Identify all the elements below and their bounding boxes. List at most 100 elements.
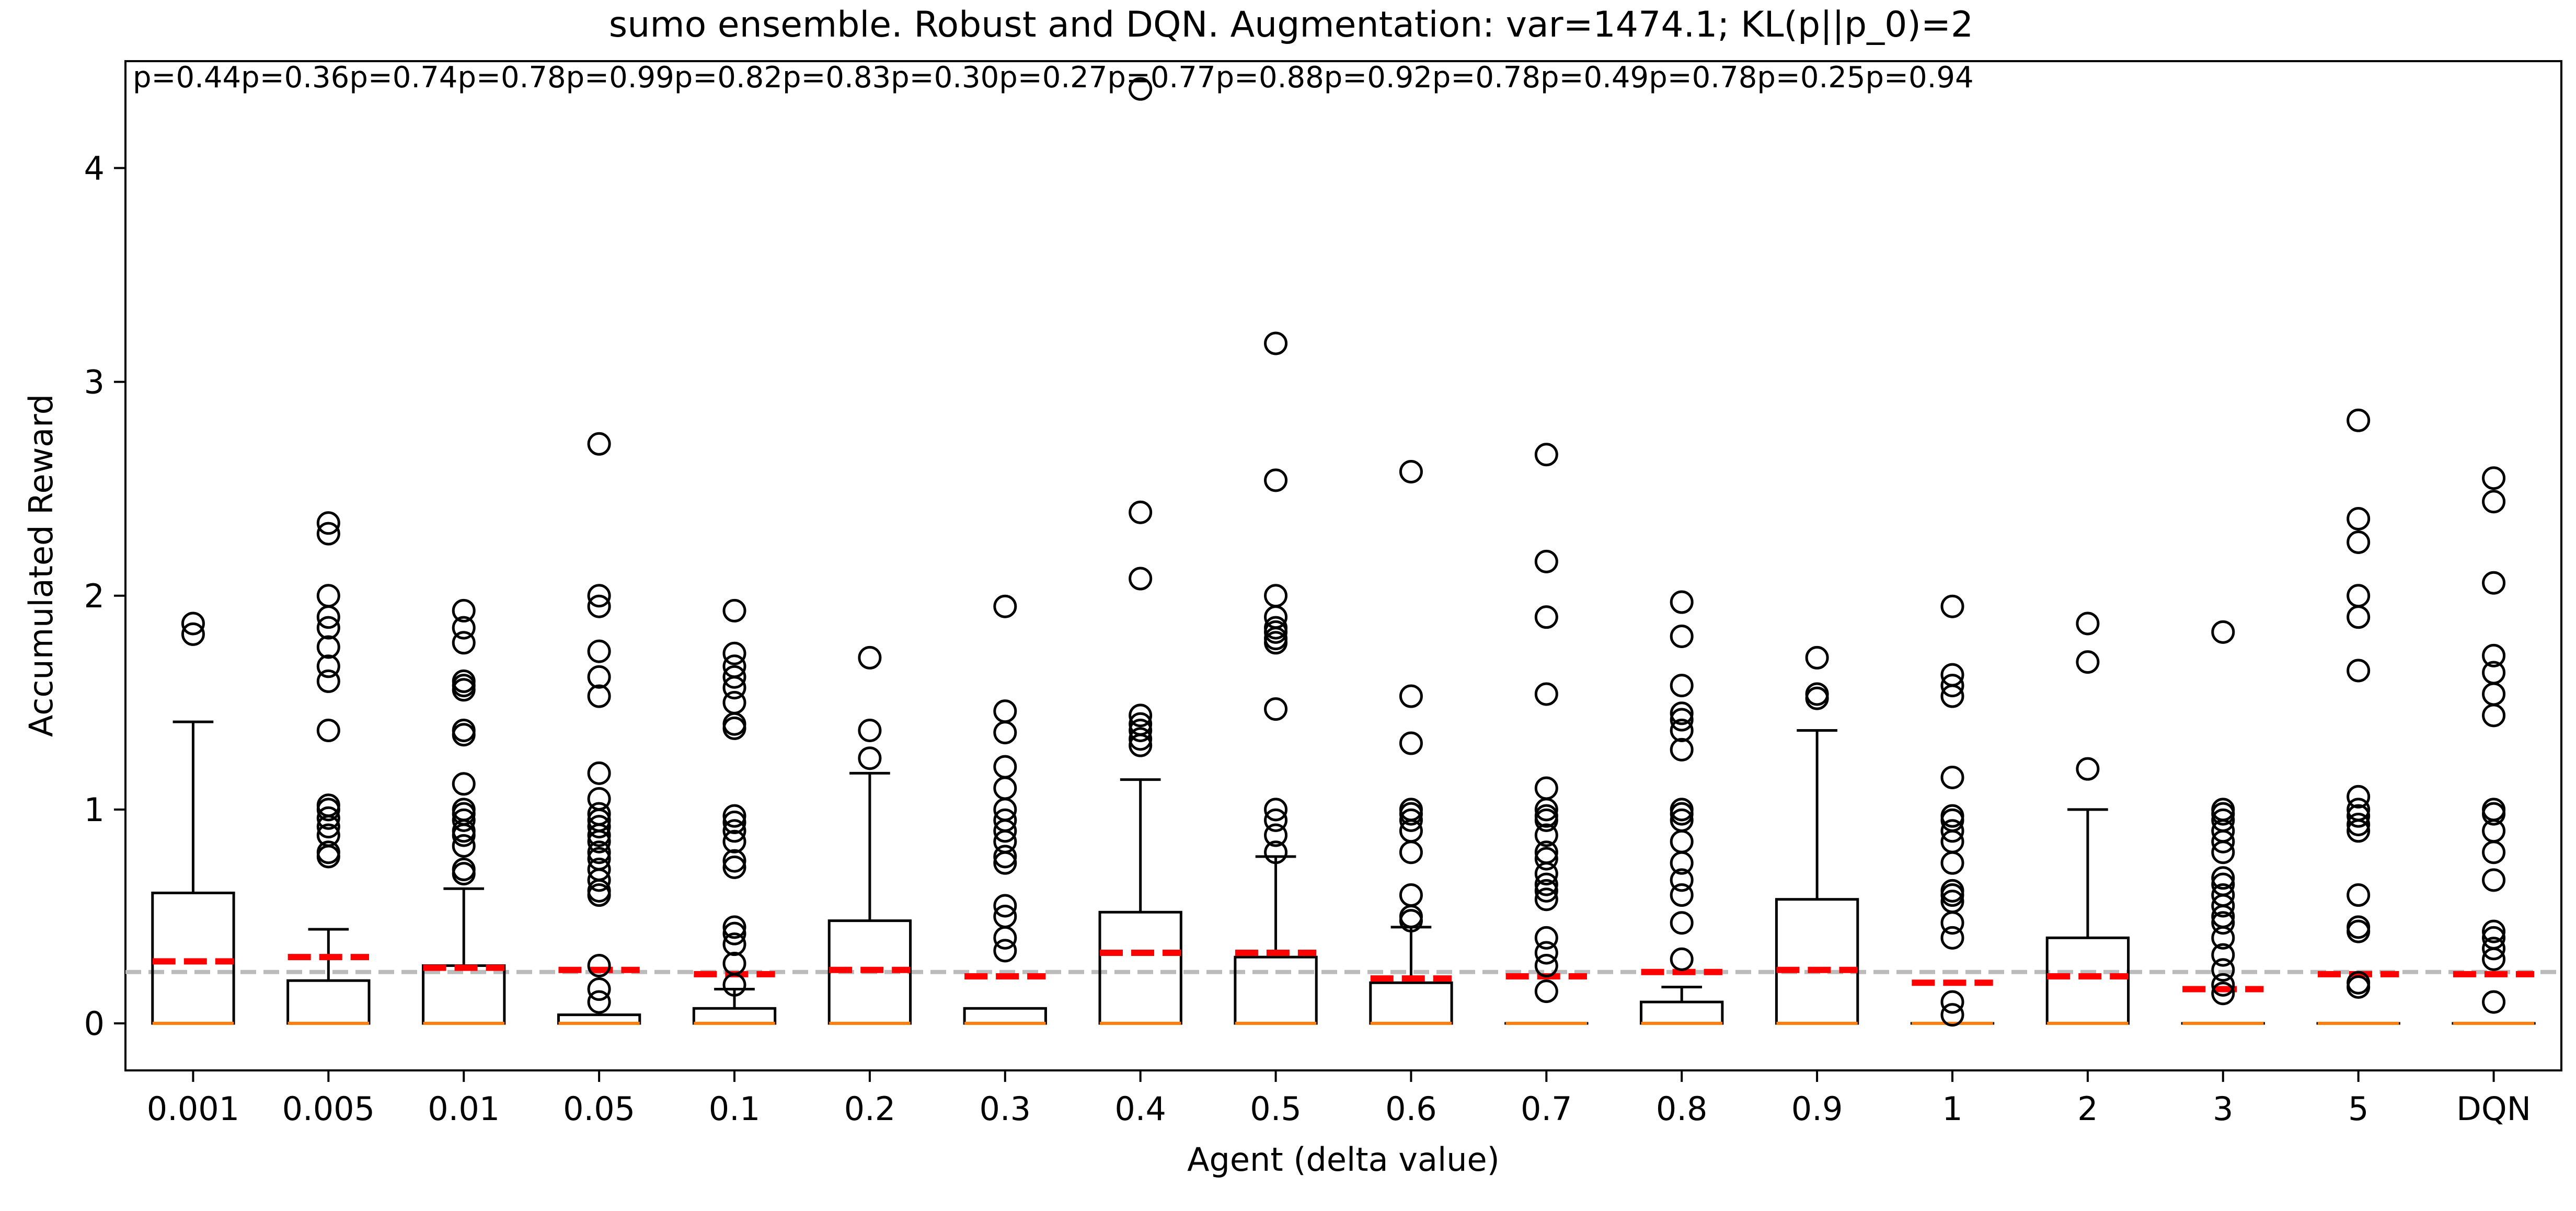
outlier-point <box>587 990 611 1014</box>
outlier-point <box>1534 682 1558 706</box>
outlier-point <box>722 810 746 834</box>
outlier-point <box>858 746 882 770</box>
outlier-point <box>993 894 1017 918</box>
outlier-point <box>1399 883 1423 907</box>
outlier-point <box>1534 443 1558 467</box>
x-tick-label: 0.8 <box>1656 1090 1708 1128</box>
outlier-point <box>1264 798 1288 822</box>
box <box>1098 910 1182 1025</box>
box <box>1640 1000 1724 1025</box>
outlier-point <box>1534 804 1558 828</box>
outlier-point <box>1264 840 1288 864</box>
outlier-point <box>316 840 340 864</box>
outlier-point <box>1940 674 1964 698</box>
outlier-point <box>452 598 476 622</box>
outlier-point <box>722 804 746 828</box>
outlier-point <box>1670 708 1694 732</box>
outlier-point <box>2347 506 2371 530</box>
x-tick-label: 5 <box>2348 1090 2368 1128</box>
outlier-point <box>1534 979 1558 1004</box>
x-tick-label: 2 <box>2077 1090 2098 1128</box>
outlier-point <box>1670 625 1694 649</box>
outlier-point <box>1940 879 1964 903</box>
outlier-point <box>1940 851 1964 875</box>
y-tick-label: 1 <box>84 791 105 829</box>
x-tick-label: 1 <box>1942 1090 1962 1128</box>
y-tick-label: 3 <box>84 363 105 401</box>
outlier-point <box>316 806 340 830</box>
outlier-point <box>1129 719 1153 743</box>
p-value-annotations: p=0.44p=0.36p=0.74p=0.78p=0.99p=0.82p=0.… <box>133 61 1974 95</box>
y-tick-label: 4 <box>84 149 105 188</box>
outlier-point <box>1264 331 1288 355</box>
outlier-point <box>2211 620 2235 644</box>
outlier-point <box>1940 1003 1964 1027</box>
outlier-point <box>2347 785 2371 809</box>
outlier-point <box>316 719 340 743</box>
x-tick-label: 3 <box>2213 1090 2233 1128</box>
x-tick-label: 0.9 <box>1791 1090 1843 1128</box>
outlier-point <box>2076 612 2100 636</box>
x-tick-label: 0.01 <box>428 1090 500 1128</box>
outlier-point <box>722 654 746 678</box>
outlier-point <box>2347 659 2371 683</box>
outlier-point <box>722 921 746 945</box>
outlier-point <box>1670 590 1694 614</box>
outlier-point <box>316 793 340 817</box>
outlier-point <box>587 787 611 811</box>
outlier-point <box>1670 719 1694 743</box>
outlier-point <box>1670 868 1694 892</box>
x-tick-label: 0.05 <box>563 1090 635 1128</box>
outlier-point <box>1534 926 1558 950</box>
outlier-point <box>2211 798 2235 822</box>
outlier-point <box>316 584 340 608</box>
outlier-point <box>2482 661 2506 685</box>
outlier-point <box>587 639 611 663</box>
outlier-point <box>2347 605 2371 629</box>
box <box>1775 898 1859 1025</box>
outlier-point <box>722 829 746 854</box>
outlier-point <box>1940 990 1964 1014</box>
outlier-point <box>1670 883 1694 907</box>
outlier-point <box>316 635 340 659</box>
box <box>422 964 506 1025</box>
outlier-point <box>1264 823 1288 847</box>
outlier-point <box>1264 808 1288 832</box>
x-tick-label: DQN <box>2456 1090 2531 1128</box>
outlier-point <box>1399 840 1423 864</box>
outlier-point <box>2347 813 2371 837</box>
outlier-point <box>316 669 340 693</box>
outlier-point <box>2211 911 2235 935</box>
outlier-point <box>1129 77 1153 101</box>
outlier-point <box>858 645 882 670</box>
outlier-point <box>181 622 205 646</box>
outlier-point <box>722 855 746 879</box>
outlier-point <box>587 977 611 1001</box>
outlier-point <box>1670 798 1694 822</box>
outlier-point <box>2482 682 2506 706</box>
box <box>1234 955 1318 1025</box>
outlier-point <box>452 631 476 655</box>
outlier-point <box>993 594 1017 618</box>
outlier-point <box>316 654 340 678</box>
outlier-point <box>993 755 1017 779</box>
outlier-point <box>1670 829 1694 854</box>
outlier-point <box>722 951 746 975</box>
outlier-point <box>1670 947 1694 971</box>
outlier-point <box>316 511 340 535</box>
outlier-point <box>1940 890 1964 914</box>
outlier-point <box>722 641 746 665</box>
outlier-point <box>1264 468 1288 492</box>
outlier-point <box>1129 500 1153 524</box>
outlier-point <box>587 802 611 826</box>
outlier-point <box>993 721 1017 745</box>
outlier-point <box>2482 490 2506 514</box>
outlier-point <box>1940 663 1964 687</box>
outlier-point <box>993 845 1017 869</box>
x-tick-label: 0.6 <box>1385 1090 1437 1128</box>
outlier-point <box>1670 808 1694 832</box>
outlier-point <box>722 598 746 622</box>
outlier-point <box>1264 697 1288 721</box>
outlier-point <box>2482 919 2506 943</box>
outlier-point <box>1399 808 1423 832</box>
